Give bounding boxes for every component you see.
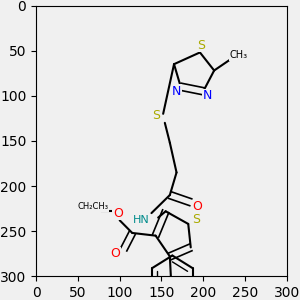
Text: S: S	[193, 213, 201, 226]
Text: CH₃: CH₃	[229, 50, 248, 60]
Text: HN: HN	[133, 215, 150, 225]
Text: CH₂CH₃: CH₂CH₃	[77, 202, 108, 211]
Text: N: N	[172, 85, 181, 98]
Text: S: S	[152, 109, 160, 122]
Text: N: N	[203, 89, 212, 102]
Text: S: S	[198, 39, 206, 52]
Text: O: O	[193, 200, 202, 213]
Text: O: O	[113, 207, 123, 220]
Text: O: O	[111, 247, 120, 260]
